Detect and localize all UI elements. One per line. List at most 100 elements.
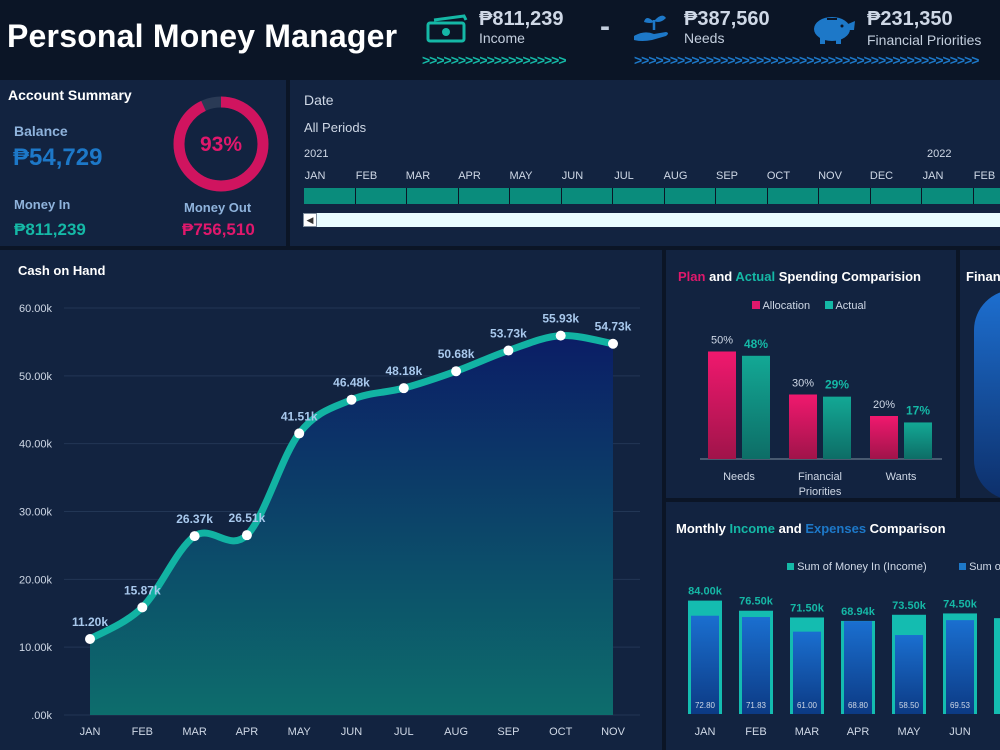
needs-arrow-strip: >>>>>>>>>>>>>>>>>>>>>>>>>>>>>>>>>>>>>>>>… bbox=[634, 52, 979, 68]
cash-area-fill bbox=[90, 335, 613, 715]
cash-point bbox=[241, 530, 252, 541]
income-data-label: 84.00k bbox=[688, 586, 723, 598]
y-tick-label: 50.00k bbox=[19, 371, 53, 383]
month-tick-label: MAY bbox=[897, 726, 921, 738]
account-summary-panel: Account Summary Balance ₱54,729 Money In… bbox=[0, 80, 286, 246]
cash-data-label: 46.48k bbox=[333, 376, 370, 390]
scroll-left-button[interactable]: ◀ bbox=[303, 213, 317, 227]
timeline-month-9[interactable] bbox=[767, 188, 819, 204]
allocation-legend-label: Allocation bbox=[762, 300, 811, 312]
timeline-month-6[interactable] bbox=[613, 188, 665, 204]
x-tick-label: FEB bbox=[132, 726, 153, 738]
timeline-month-label: SEP bbox=[715, 170, 738, 182]
x-tick-label: MAR bbox=[182, 726, 207, 738]
expenses-legend-label: Sum o bbox=[969, 561, 1000, 573]
timeline-month-label: JUN bbox=[561, 170, 584, 182]
money-out-value: ₱756,510 bbox=[182, 220, 255, 239]
timeline-scrollbar[interactable]: ◀ bbox=[303, 213, 1000, 227]
month-tick-label: JUN bbox=[949, 726, 970, 738]
income-data-label: 74.50k bbox=[943, 598, 978, 610]
timeline-month-label: FEB bbox=[973, 170, 996, 182]
cash-point bbox=[555, 330, 566, 341]
cash-data-label: 48.18k bbox=[385, 364, 422, 378]
x-tick-label: APR bbox=[236, 726, 259, 738]
timeline-month-7[interactable] bbox=[664, 188, 716, 204]
timeline-month-label: FEB bbox=[355, 170, 378, 182]
income-bar bbox=[994, 618, 1000, 714]
actual-data-label: 29% bbox=[825, 378, 849, 392]
x-tick-label: JUN bbox=[341, 726, 362, 738]
title-expenses: Expenses bbox=[805, 521, 867, 536]
money-in-value: ₱811,239 bbox=[14, 220, 86, 239]
y-tick-label: 60.00k bbox=[19, 303, 53, 315]
balance-value: ₱54,729 bbox=[13, 144, 103, 171]
cash-point bbox=[85, 634, 95, 645]
financial-priorities-label: Financial Priorities bbox=[867, 32, 982, 48]
needs-label: Needs bbox=[684, 30, 725, 46]
hand-plant-icon bbox=[632, 12, 676, 49]
timeline-month-3[interactable] bbox=[458, 188, 510, 204]
financial-panel-title: Financ bbox=[966, 269, 1000, 284]
timeline-month-5[interactable] bbox=[561, 188, 613, 204]
plan-actual-chart: 50% 48% Needs 30% 29% Financial Priorities 20% 1… bbox=[700, 335, 942, 498]
category-label: Priorities bbox=[799, 486, 842, 498]
income-data-label: 71.50k bbox=[790, 602, 825, 614]
x-tick-label: AUG bbox=[444, 726, 468, 738]
category-label: Needs bbox=[723, 471, 755, 483]
y-tick-label: 10.00k bbox=[19, 642, 53, 654]
cash-point bbox=[137, 602, 148, 613]
timeline-month-12[interactable] bbox=[922, 188, 974, 204]
income-legend-label: Sum of Money In (Income) bbox=[797, 561, 927, 573]
title-monthly: Monthly bbox=[676, 521, 726, 536]
expense-bar bbox=[691, 615, 719, 714]
timeline-month-1[interactable] bbox=[355, 188, 407, 204]
timeline-month-4[interactable] bbox=[510, 188, 562, 204]
actual-data-label: 17% bbox=[906, 403, 930, 417]
piggy-bank-icon bbox=[808, 10, 858, 51]
cash-data-label: 11.20k bbox=[72, 615, 108, 629]
income-data-label: 73.50k bbox=[892, 600, 927, 612]
cash-line bbox=[86, 332, 617, 643]
month-tick-label: APR bbox=[847, 726, 870, 738]
spend-donut-chart: 93% bbox=[173, 96, 269, 192]
actual-bar bbox=[904, 422, 932, 459]
month-tick-label: MAR bbox=[795, 726, 820, 738]
title-actual: Actual bbox=[735, 269, 776, 284]
timeline-month-11[interactable] bbox=[870, 188, 922, 204]
timeline-month-0[interactable] bbox=[304, 188, 356, 204]
timeline-month-label: JAN bbox=[304, 170, 326, 182]
expense-data-label: 61.00 bbox=[797, 701, 818, 710]
actual-data-label: 48% bbox=[744, 337, 768, 351]
legend-actual: Actual bbox=[825, 300, 866, 312]
money-out-label: Money Out bbox=[184, 200, 252, 215]
cash-data-label: 50.68k bbox=[438, 347, 475, 361]
expenses-swatch bbox=[959, 563, 966, 570]
actual-bar bbox=[823, 396, 851, 459]
actual-bar bbox=[742, 355, 770, 459]
x-tick-label: MAY bbox=[288, 726, 312, 738]
y-tick-label: .00k bbox=[31, 710, 52, 722]
timeline-month-label: AUG bbox=[663, 170, 688, 182]
account-summary-title: Account Summary bbox=[8, 87, 132, 103]
money-in-label: Money In bbox=[14, 197, 71, 212]
cash-point bbox=[346, 394, 357, 405]
spend-donut-percent: 93% bbox=[200, 133, 242, 156]
timeline-month-8[interactable] bbox=[716, 188, 768, 204]
income-value: ₱811,239 bbox=[479, 8, 564, 30]
timeline-month-13[interactable] bbox=[973, 188, 1000, 204]
allocation-bar bbox=[789, 394, 817, 459]
expense-bar bbox=[793, 631, 821, 714]
allocation-data-label: 50% bbox=[711, 335, 733, 347]
expense-bar bbox=[895, 635, 923, 714]
title-and2: and bbox=[778, 521, 802, 536]
legend-income: Sum of Money In (Income) bbox=[787, 561, 927, 573]
title-comparison: Comparison bbox=[869, 521, 946, 536]
cash-data-label: 53.73k bbox=[490, 327, 527, 341]
expense-bar bbox=[946, 620, 974, 714]
cash-data-label: 55.93k bbox=[542, 312, 579, 326]
cash-point bbox=[451, 366, 462, 377]
timeline-month-10[interactable] bbox=[819, 188, 871, 204]
title-and: and bbox=[709, 269, 733, 284]
cash-data-label: 41.51k bbox=[281, 409, 318, 423]
timeline-month-2[interactable] bbox=[407, 188, 459, 204]
